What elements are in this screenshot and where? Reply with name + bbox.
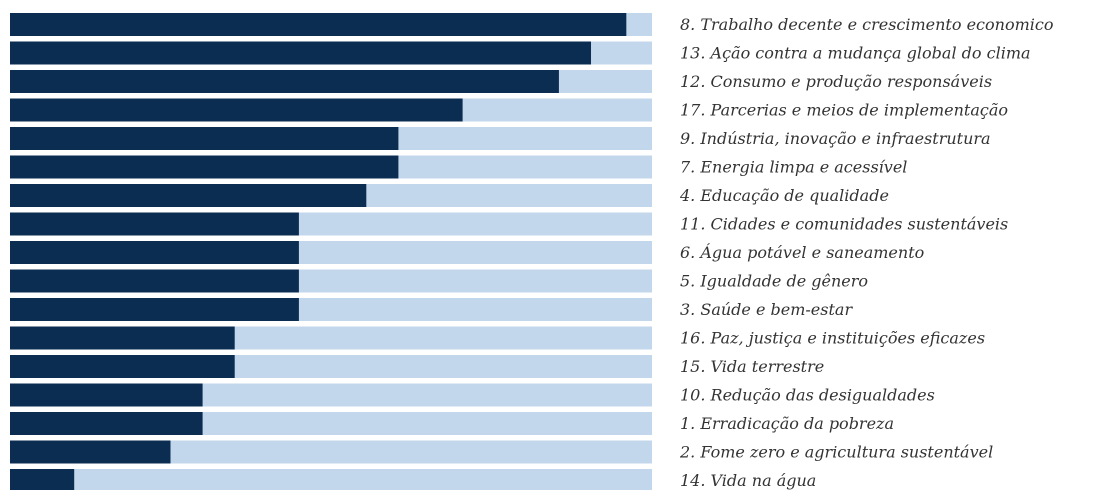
category-label: 8. Trabalho decente e crescimento econom… <box>680 15 1053 34</box>
category-label: 4. Educação de qualidade <box>679 186 889 205</box>
bar <box>10 355 235 378</box>
category-label: 16. Paz, justiça e instituições eficazes <box>680 329 985 348</box>
bar <box>10 212 299 236</box>
category-label: 14. Vida na água <box>680 471 816 490</box>
bar <box>10 269 299 293</box>
bar <box>10 241 299 264</box>
bar <box>10 412 203 435</box>
category-label: 10. Redução das desigualdades <box>680 386 935 405</box>
category-label: 5. Igualdade de gênero <box>680 272 868 291</box>
bar <box>10 440 171 464</box>
bar-track <box>10 469 652 490</box>
bar <box>10 383 203 407</box>
category-label: 17. Parcerias e meios de implementação <box>680 101 1008 120</box>
bar <box>10 298 299 321</box>
category-label: 15. Vida terrestre <box>680 357 824 376</box>
category-label: 11. Cidades e comunidades sustentáveis <box>680 215 1008 234</box>
bar <box>10 41 592 65</box>
category-label: 1. Erradicação da pobreza <box>680 414 894 433</box>
bar <box>10 469 75 490</box>
category-label: 12. Consumo e produção responsáveis <box>680 72 992 91</box>
bar <box>10 127 399 150</box>
bar <box>10 326 235 350</box>
category-label: 13. Ação contra a mudança global do clim… <box>680 44 1031 63</box>
category-label: 6. Água potável e saneamento <box>680 242 924 262</box>
category-label: 2. Fome zero e agricultura sustentável <box>679 443 993 462</box>
bar <box>10 155 399 179</box>
bar <box>10 98 463 122</box>
bar <box>10 13 627 36</box>
category-label: 3. Saúde e bem-estar <box>680 300 853 319</box>
category-label: 9. Indústria, inovação e infraestrutura <box>680 129 991 148</box>
bar <box>10 184 367 207</box>
category-label: 7. Energia limpa e acessível <box>680 158 907 177</box>
bar <box>10 70 559 93</box>
